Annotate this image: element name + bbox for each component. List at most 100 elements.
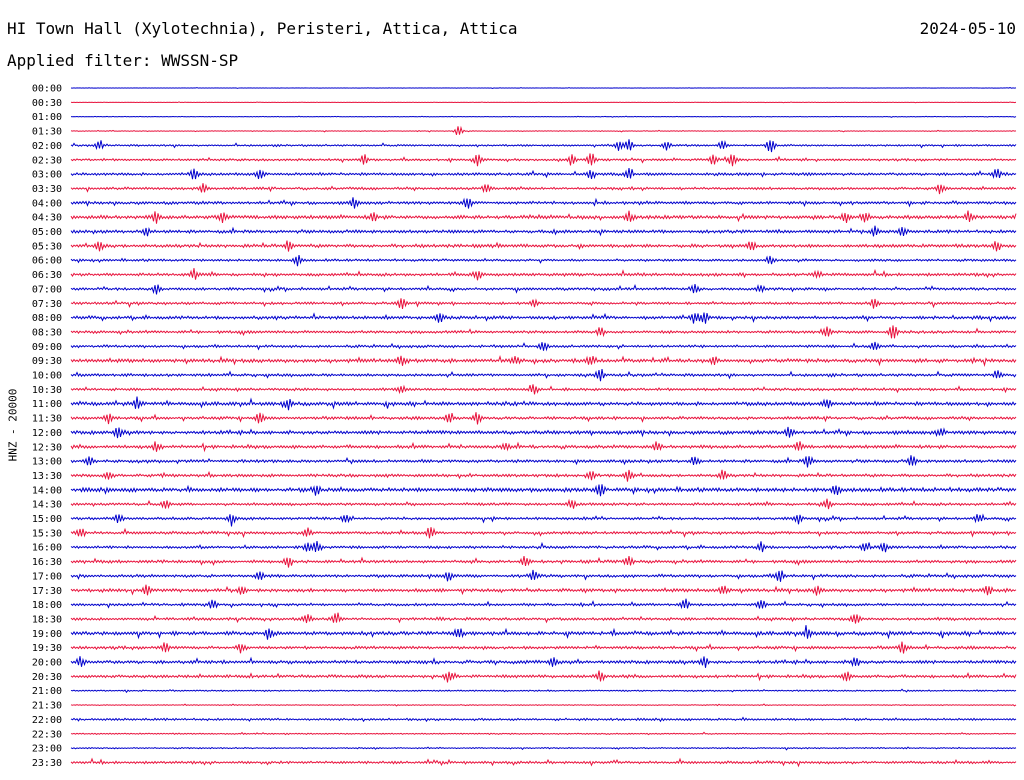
seismic-trace xyxy=(70,325,1017,339)
seismic-trace xyxy=(70,540,1017,553)
row-time-label: 13:00 xyxy=(32,457,62,468)
seismic-trace xyxy=(70,746,1017,751)
row-time-label: 02:30 xyxy=(32,155,62,166)
row-time-label: 03:00 xyxy=(32,170,62,181)
row-time-label: 14:30 xyxy=(32,500,62,511)
row-time-label: 17:30 xyxy=(32,586,62,597)
seismic-trace xyxy=(70,584,1017,596)
seismic-trace xyxy=(70,368,1017,382)
row-time-label: 04:00 xyxy=(32,198,62,209)
seismic-trace xyxy=(70,556,1017,568)
seismic-trace xyxy=(70,703,1017,707)
row-time-label: 08:00 xyxy=(32,313,62,324)
seismic-trace xyxy=(70,240,1017,252)
row-time-label: 07:00 xyxy=(32,284,62,295)
row-time-label: 12:00 xyxy=(32,428,62,439)
seismic-trace xyxy=(70,498,1017,510)
row-time-label: 18:00 xyxy=(32,600,62,611)
row-time-label: 15:00 xyxy=(32,514,62,525)
row-time-label: 01:30 xyxy=(32,127,62,138)
seismic-trace xyxy=(70,168,1017,180)
row-time-label: 06:30 xyxy=(32,270,62,281)
seismic-trace xyxy=(70,384,1017,395)
row-time-label: 05:00 xyxy=(32,227,62,238)
seismic-trace xyxy=(70,625,1017,640)
seismic-trace xyxy=(70,225,1017,237)
seismic-trace xyxy=(70,484,1017,497)
seismic-trace xyxy=(70,125,1017,135)
row-time-label: 20:30 xyxy=(32,672,62,683)
row-time-label: 21:30 xyxy=(32,701,62,712)
row-time-label: 01:00 xyxy=(32,112,62,123)
row-time-label: 10:30 xyxy=(32,385,62,396)
row-time-label: 16:00 xyxy=(32,543,62,554)
seismic-trace xyxy=(70,396,1017,411)
seismic-trace xyxy=(70,688,1017,694)
row-time-label: 02:00 xyxy=(32,141,62,152)
seismic-trace xyxy=(70,513,1017,527)
seismic-trace xyxy=(70,412,1017,425)
seismic-trace xyxy=(70,298,1017,310)
row-time-label: 21:00 xyxy=(32,686,62,697)
seismic-trace xyxy=(70,254,1017,267)
seismic-trace xyxy=(70,183,1017,195)
seismic-trace xyxy=(70,153,1017,167)
row-time-label: 08:30 xyxy=(32,327,62,338)
seismic-trace xyxy=(70,355,1017,367)
filter-label: Applied filter: WWSSN-SP xyxy=(7,51,239,70)
row-time-label: 17:00 xyxy=(32,571,62,582)
seismic-trace xyxy=(70,101,1017,104)
seismic-trace xyxy=(70,441,1017,453)
row-time-label: 09:30 xyxy=(32,356,62,367)
row-time-label: 03:30 xyxy=(32,184,62,195)
row-time-label: 09:00 xyxy=(32,342,62,353)
row-time-label: 00:30 xyxy=(32,98,62,109)
row-time-label: 10:00 xyxy=(32,371,62,382)
seismic-trace xyxy=(70,670,1017,683)
seismic-trace xyxy=(70,598,1017,610)
row-time-label: 23:30 xyxy=(32,758,62,769)
seismic-trace xyxy=(70,312,1017,324)
row-time-label: 19:30 xyxy=(32,643,62,654)
seismic-trace xyxy=(70,115,1017,118)
row-time-label: 05:30 xyxy=(32,241,62,252)
seismic-trace xyxy=(70,139,1017,153)
seismic-trace xyxy=(70,210,1017,224)
row-time-label: 06:00 xyxy=(32,256,62,267)
row-time-label: 12:30 xyxy=(32,442,62,453)
row-time-label: 14:00 xyxy=(32,485,62,496)
row-time-label: 16:30 xyxy=(32,557,62,568)
seismic-trace xyxy=(70,641,1017,654)
row-time-label: 22:30 xyxy=(32,729,62,740)
seismic-trace xyxy=(70,612,1017,624)
row-time-label: 04:30 xyxy=(32,213,62,224)
row-time-label: 07:30 xyxy=(32,299,62,310)
seismic-trace xyxy=(70,283,1017,295)
station-title: HI Town Hall (Xylotechnia), Peristeri, A… xyxy=(7,19,518,38)
row-time-label: 11:00 xyxy=(32,399,62,410)
seismic-trace xyxy=(70,716,1017,723)
seismic-trace xyxy=(70,757,1017,768)
seismic-trace xyxy=(70,527,1017,539)
seismic-trace xyxy=(70,469,1017,482)
seismic-trace xyxy=(70,455,1017,468)
seismic-trace xyxy=(70,268,1017,281)
seismic-trace xyxy=(70,87,1017,90)
seismic-trace xyxy=(70,656,1017,668)
row-time-label: 11:30 xyxy=(32,414,62,425)
row-time-label: 20:00 xyxy=(32,658,62,669)
seismic-trace xyxy=(70,426,1017,439)
row-time-label: 18:30 xyxy=(32,614,62,625)
row-time-label: 19:00 xyxy=(32,629,62,640)
plot-date: 2024-05-10 xyxy=(919,19,1016,38)
row-time-label: 15:30 xyxy=(32,528,62,539)
seismic-trace xyxy=(70,197,1017,209)
row-time-label: 00:00 xyxy=(32,84,62,95)
row-time-label: 22:00 xyxy=(32,715,62,726)
row-time-label: 13:30 xyxy=(32,471,62,482)
row-time-label: 23:00 xyxy=(32,744,62,755)
seismic-trace xyxy=(70,341,1017,352)
seismic-trace xyxy=(70,731,1017,736)
seismic-trace xyxy=(70,569,1017,582)
